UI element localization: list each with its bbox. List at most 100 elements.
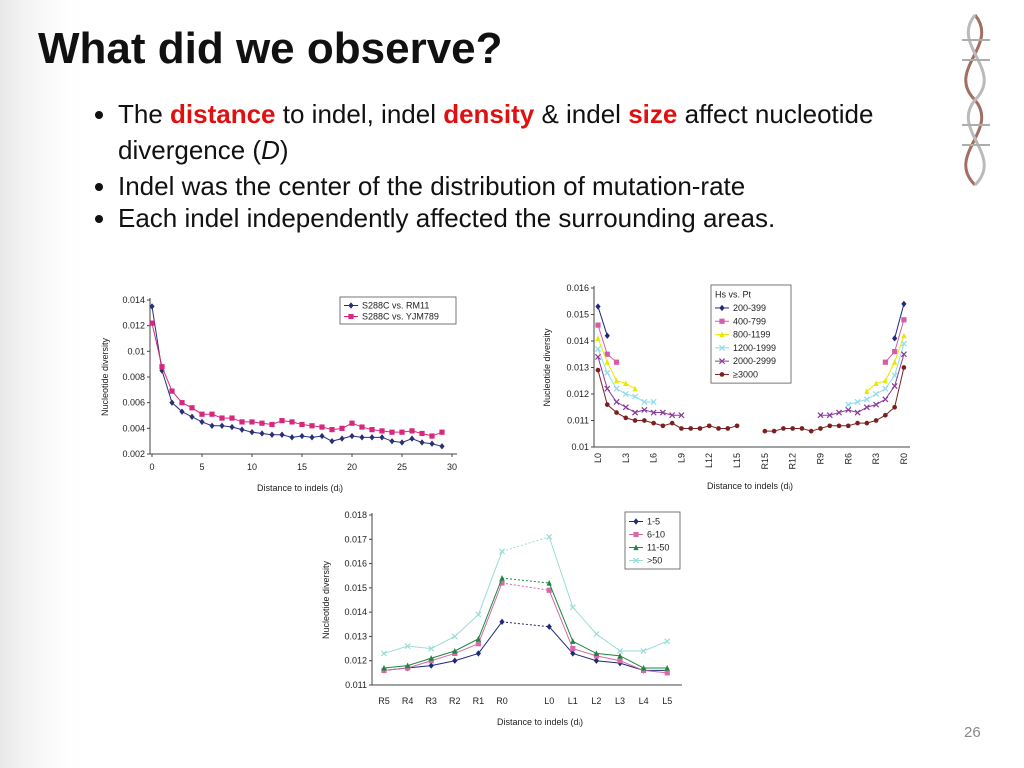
x-tick-label: R3 [425,696,437,706]
point [349,420,355,426]
y-tick-label: 0.012 [122,321,145,331]
point [650,398,657,405]
point [475,611,482,618]
legend-marker [719,372,725,377]
series-line [383,577,503,669]
series-line [383,551,503,654]
legend-label: 2000-2999 [733,356,776,366]
point [882,396,889,403]
point [632,418,638,423]
y-tick-label: 0.011 [567,416,589,426]
x-axis-label: Distance to indels (dᵢ) [257,483,343,493]
point [189,405,195,411]
point [399,429,405,435]
point [651,420,656,426]
y-axis-label: Nucleotide diversity [542,328,552,407]
y-tick-label: 0.015 [344,583,367,593]
point [439,429,445,435]
point [622,404,629,411]
x-tick-label: L1 [568,696,578,706]
bullet-list: The distance to indel, indel density & i… [80,96,918,234]
x-tick-label: 5 [199,462,204,472]
point [664,670,670,676]
point [593,650,599,657]
y-tick-label: 0.012 [344,656,367,666]
point [209,411,215,417]
point [239,426,245,433]
point [669,412,676,419]
x-tick-label: 25 [397,462,407,472]
point [189,413,195,420]
point [380,650,388,657]
point [678,412,685,419]
point [219,422,225,429]
x-tick-label: R0 [496,696,508,706]
point [864,420,870,426]
point [632,409,639,416]
point [614,410,619,415]
point [835,409,843,416]
y-tick-label: 0.012 [566,389,589,399]
point [623,415,629,421]
point [901,365,907,370]
point [845,406,852,413]
point [632,393,639,400]
point [546,533,553,540]
point [359,424,365,430]
x-tick-label: L12 [704,453,714,468]
legend-marker [348,313,354,320]
point [827,423,833,429]
point [259,430,265,437]
point [159,364,165,370]
point [845,401,852,408]
point [892,335,898,342]
point [854,409,861,416]
point [854,398,861,405]
point [716,426,721,431]
point [149,320,155,326]
point [595,303,601,310]
x-tick-label: 15 [297,462,307,472]
point [595,322,601,328]
text: The [118,99,171,129]
legend-label: ≥3000 [733,369,758,379]
point [546,587,552,593]
point [428,655,434,661]
y-tick-label: 0.01 [127,346,145,356]
point [279,418,285,424]
y-tick-label: 0.014 [566,336,589,346]
point [546,579,552,586]
point [499,580,505,586]
legend-marker [633,518,639,525]
x-tick-label: L4 [639,696,649,706]
x-tick-label: R9 [815,453,825,465]
point [359,434,365,441]
point [873,390,880,398]
series-line [597,356,682,416]
point [399,439,405,446]
y-tick-label: 0.014 [344,607,367,617]
point [632,385,638,392]
point [892,404,897,410]
point [499,575,505,581]
point [818,426,823,431]
point [594,345,602,352]
point [604,385,611,392]
x-tick-label: R4 [402,696,414,706]
legend-marker [718,344,726,351]
x-tick-label: R2 [449,696,461,706]
point [873,401,880,408]
legend-label: 800-1199 [733,330,770,340]
point [289,434,295,441]
point [799,426,805,431]
point [892,359,898,365]
point [319,432,325,440]
point [817,412,824,419]
point [613,385,620,392]
point [660,423,666,429]
point [734,423,740,429]
point [613,398,620,405]
y-tick-label: 0.018 [344,510,367,520]
x-tick-label: L0 [593,453,603,463]
